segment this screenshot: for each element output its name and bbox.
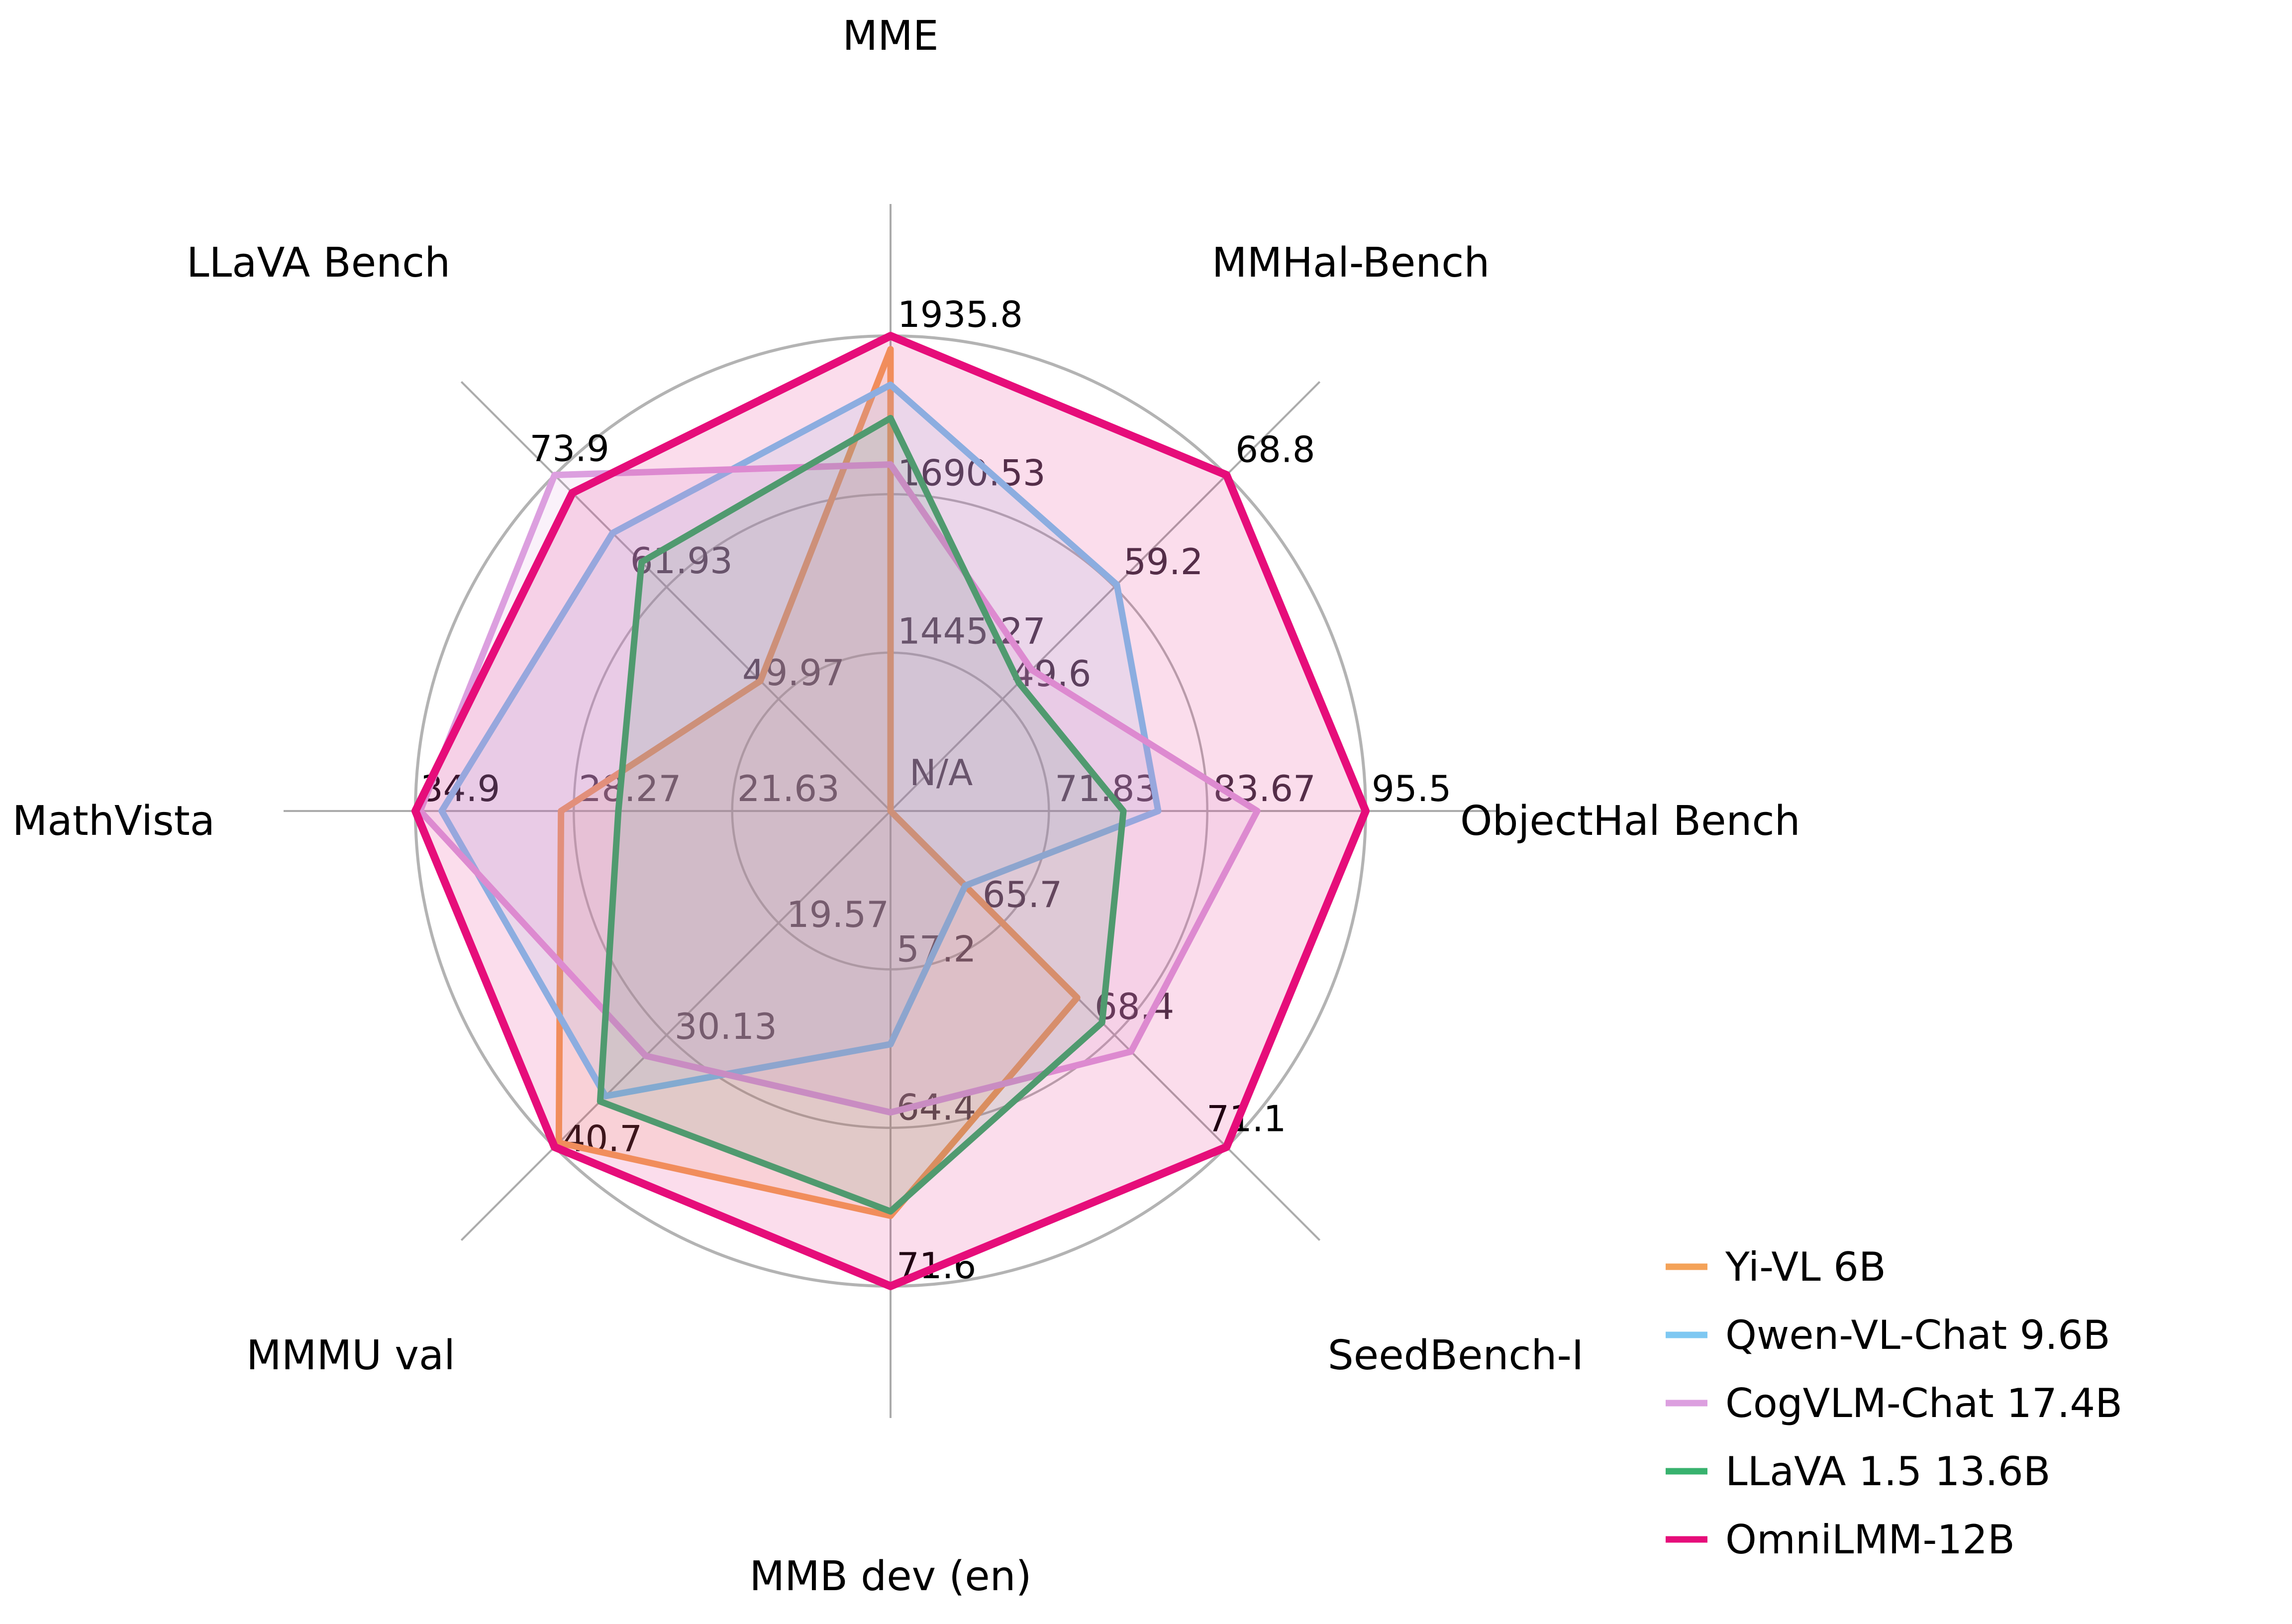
tick-label: 1935.8 [897,294,1023,335]
legend-label: CogVLM-Chat 17.4B [1725,1380,2122,1426]
tick-label: 73.9 [530,428,609,470]
legend-label: Qwen-VL-Chat 9.6B [1725,1312,2110,1358]
legend-label: OmniLMM-12B [1725,1517,2015,1563]
tick-label: 59.2 [1123,541,1203,583]
tick-label: 83.67 [1213,768,1316,810]
series-polygon-yi-vl-6b [555,346,1081,1219]
series-polygon-llava-1-5-13-6b [597,414,1127,1215]
axis-title-mme: MME [842,12,938,60]
legend-label: LLaVA 1.5 13.6B [1725,1448,2051,1495]
legend-item: OmniLMM-12B [1666,1517,2015,1563]
tick-label: 1445.27 [897,610,1046,652]
axis-title-seedbench-i: SeedBench-I [1328,1332,1584,1379]
series-polygon-qwen-vl-chat-9-6b [438,381,1162,1100]
legend-item: Yi-VL 6B [1666,1244,1886,1290]
axis-title-objecthal-bench: ObjectHal Bench [1460,798,1800,845]
series-polygon-cogvlm-chat-17-4b [417,461,1261,1116]
axis-title-mmhal-bench: MMHal-Bench [1212,239,1490,287]
legend-label: Yi-VL 6B [1725,1244,1886,1290]
tick-label: 65.7 [983,874,1062,915]
tick-label: 68.8 [1235,429,1315,471]
axis-title-mmmu-val: MMMU val [246,1332,455,1379]
tick-label: 30.13 [675,1006,777,1047]
tick-label: 19.57 [787,894,889,935]
tick-label: 95.5 [1372,768,1451,810]
grid-spoke [460,381,892,812]
radar-axis-titles: MME MMHal-Bench ObjectHal Bench SeedBench-I… [12,12,1800,1600]
center-na-label: N/A [909,752,973,794]
series-polygon-omnilmm-12b [411,332,1370,1290]
radar-series [411,332,1370,1290]
grid-spoke [460,810,892,1241]
axis-title-mathvista: MathVista [12,798,215,845]
axis-title-llava-bench: LLaVA Bench [187,239,450,287]
legend: Yi-VL 6B Qwen-VL-Chat 9.6B CogVLM-Chat 17.… [1666,1244,2122,1563]
tick-label: 49.97 [742,652,845,694]
legend-item: CogVLM-Chat 17.4B [1666,1380,2122,1426]
legend-item: LLaVA 1.5 13.6B [1666,1448,2051,1495]
grid-spoke [890,381,1321,812]
legend-item: Qwen-VL-Chat 9.6B [1666,1312,2110,1358]
tick-label: 21.63 [737,768,840,810]
axis-title-mmb-dev-en-: MMB dev (en) [749,1553,1031,1600]
